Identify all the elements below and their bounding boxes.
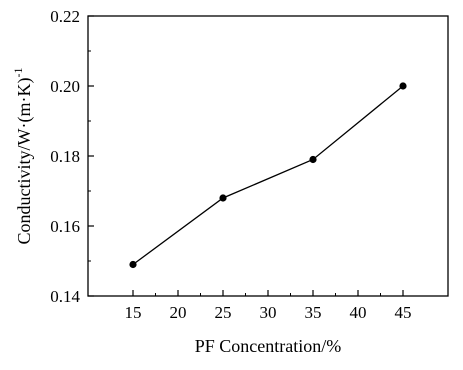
data-points — [129, 82, 407, 269]
axis-tick-labels: 15 20 25 30 35 40 45 0.14 0.16 0.18 0.20 0.22 — [50, 7, 411, 322]
data-point — [399, 82, 407, 90]
x-tick-label: 45 — [395, 303, 412, 322]
y-tick-label: 0.22 — [50, 7, 80, 26]
y-axis-title-superscript: -1 — [11, 68, 25, 78]
data-point — [219, 194, 227, 202]
y-axis-title: Conductivity/W·(m·K)-1 — [11, 68, 35, 245]
x-tick-label: 30 — [260, 303, 277, 322]
data-point — [309, 155, 317, 164]
y-tick-label: 0.20 — [50, 77, 80, 96]
x-tick-label: 40 — [350, 303, 367, 322]
axis-ticks — [88, 15, 404, 297]
y-tick-label: 0.16 — [50, 217, 80, 236]
x-tick-label: 20 — [170, 303, 187, 322]
y-tick-label: 0.18 — [50, 147, 80, 166]
y-axis-title-main: Conductivity/W·(m·K) — [14, 78, 35, 245]
x-tick-label: 25 — [215, 303, 232, 322]
x-tick-label: 35 — [305, 303, 322, 322]
y-tick-label: 0.14 — [50, 287, 80, 306]
x-axis-title: PF Concentration/% — [195, 336, 342, 356]
series-line — [132, 85, 404, 266]
data-point — [129, 260, 137, 269]
plot-frame — [87, 15, 449, 297]
x-tick-label: 15 — [125, 303, 142, 322]
